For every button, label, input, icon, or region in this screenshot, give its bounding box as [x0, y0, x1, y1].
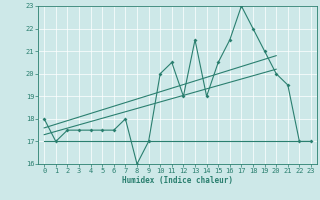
- X-axis label: Humidex (Indice chaleur): Humidex (Indice chaleur): [122, 176, 233, 185]
